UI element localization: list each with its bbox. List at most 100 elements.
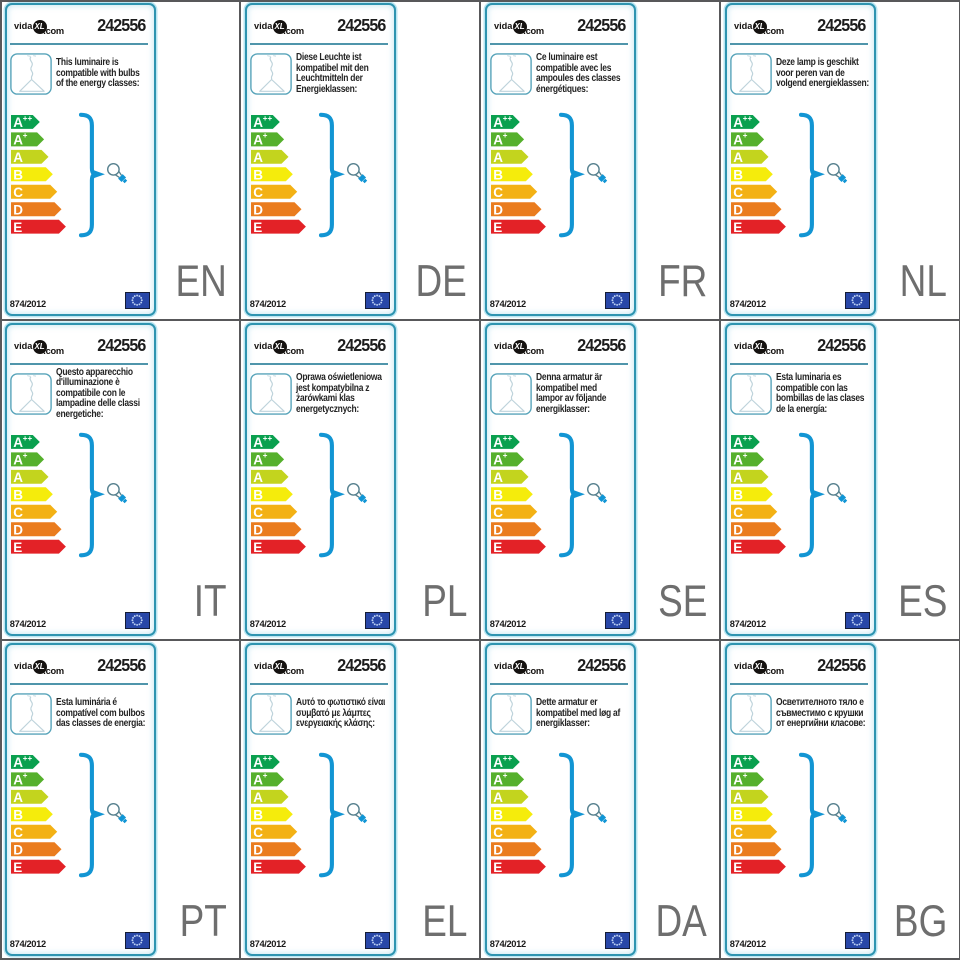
svg-text:E: E: [253, 860, 262, 875]
svg-text:B: B: [493, 808, 503, 823]
svg-text:++: ++: [262, 115, 272, 123]
svg-text:E: E: [13, 860, 22, 875]
svg-text:++: ++: [742, 755, 752, 763]
svg-text:+: +: [502, 131, 507, 140]
svg-text:E: E: [493, 540, 502, 555]
svg-text:E: E: [733, 860, 742, 875]
svg-text:+: +: [22, 131, 27, 140]
svg-text:D: D: [253, 523, 263, 538]
svg-text:A: A: [493, 150, 503, 165]
svg-text:A: A: [733, 755, 743, 770]
svg-text:A: A: [13, 435, 23, 450]
svg-text:E: E: [493, 860, 502, 875]
svg-text:B: B: [13, 168, 23, 183]
svg-text:D: D: [733, 843, 743, 858]
svg-text:A: A: [13, 790, 23, 805]
svg-text:B: B: [253, 488, 263, 503]
svg-text:B: B: [733, 168, 743, 183]
svg-text:+: +: [262, 451, 267, 460]
svg-text:E: E: [253, 220, 262, 235]
svg-text:A: A: [733, 435, 743, 450]
svg-text:A: A: [253, 133, 263, 148]
svg-text:A: A: [733, 790, 743, 805]
svg-text:+: +: [22, 771, 27, 780]
svg-text:B: B: [493, 168, 503, 183]
svg-text:A: A: [253, 773, 263, 788]
svg-text:A: A: [13, 133, 23, 148]
svg-text:+: +: [502, 771, 507, 780]
svg-text:A: A: [253, 150, 263, 165]
svg-text:A: A: [253, 435, 263, 450]
svg-text:++: ++: [502, 755, 512, 763]
svg-text:C: C: [493, 505, 503, 520]
svg-text:A: A: [13, 453, 23, 468]
svg-text:C: C: [493, 825, 503, 840]
svg-text:+: +: [262, 771, 267, 780]
svg-text:D: D: [253, 843, 263, 858]
svg-text:A: A: [13, 755, 23, 770]
svg-text:A: A: [253, 790, 263, 805]
svg-text:E: E: [733, 540, 742, 555]
svg-text:A: A: [733, 150, 743, 165]
svg-text:A: A: [493, 755, 503, 770]
svg-text:+: +: [742, 131, 747, 140]
svg-text:A: A: [733, 453, 743, 468]
svg-text:A: A: [493, 470, 503, 485]
svg-text:C: C: [13, 505, 23, 520]
svg-text:E: E: [493, 220, 502, 235]
svg-text:+: +: [742, 771, 747, 780]
svg-text:E: E: [733, 220, 742, 235]
svg-text:B: B: [253, 168, 263, 183]
svg-text:C: C: [253, 825, 263, 840]
svg-text:A: A: [253, 470, 263, 485]
svg-text:++: ++: [262, 755, 272, 763]
svg-text:++: ++: [22, 115, 32, 123]
svg-text:A: A: [493, 453, 503, 468]
svg-text:++: ++: [22, 755, 32, 763]
svg-text:A: A: [733, 133, 743, 148]
svg-text:++: ++: [502, 115, 512, 123]
svg-text:A: A: [493, 115, 503, 130]
svg-text:C: C: [13, 185, 23, 200]
svg-text:A: A: [13, 773, 23, 788]
svg-text:D: D: [733, 203, 743, 218]
svg-text:E: E: [13, 540, 22, 555]
svg-text:C: C: [253, 185, 263, 200]
svg-text:A: A: [733, 773, 743, 788]
svg-text:E: E: [13, 220, 22, 235]
svg-text:D: D: [13, 523, 23, 538]
svg-text:D: D: [13, 843, 23, 858]
svg-text:C: C: [13, 825, 23, 840]
svg-text:A: A: [493, 773, 503, 788]
svg-text:A: A: [253, 755, 263, 770]
svg-text:++: ++: [742, 115, 752, 123]
svg-text:B: B: [13, 808, 23, 823]
svg-text:C: C: [733, 185, 743, 200]
svg-text:A: A: [13, 470, 23, 485]
svg-text:A: A: [253, 453, 263, 468]
svg-text:++: ++: [262, 435, 272, 443]
svg-text:D: D: [493, 523, 503, 538]
svg-text:+: +: [22, 451, 27, 460]
svg-text:B: B: [733, 808, 743, 823]
svg-text:B: B: [253, 808, 263, 823]
svg-text:A: A: [733, 470, 743, 485]
svg-text:A: A: [733, 115, 743, 130]
svg-text:+: +: [742, 451, 747, 460]
svg-text:E: E: [253, 540, 262, 555]
svg-text:+: +: [262, 131, 267, 140]
svg-text:B: B: [493, 488, 503, 503]
svg-text:A: A: [493, 790, 503, 805]
svg-text:D: D: [13, 203, 23, 218]
svg-text:D: D: [733, 523, 743, 538]
svg-text:++: ++: [502, 435, 512, 443]
svg-text:C: C: [733, 825, 743, 840]
svg-text:A: A: [13, 115, 23, 130]
svg-text:A: A: [13, 150, 23, 165]
svg-text:++: ++: [22, 435, 32, 443]
svg-text:+: +: [502, 451, 507, 460]
svg-text:A: A: [493, 133, 503, 148]
svg-text:C: C: [253, 505, 263, 520]
svg-text:D: D: [253, 203, 263, 218]
svg-text:D: D: [493, 203, 503, 218]
